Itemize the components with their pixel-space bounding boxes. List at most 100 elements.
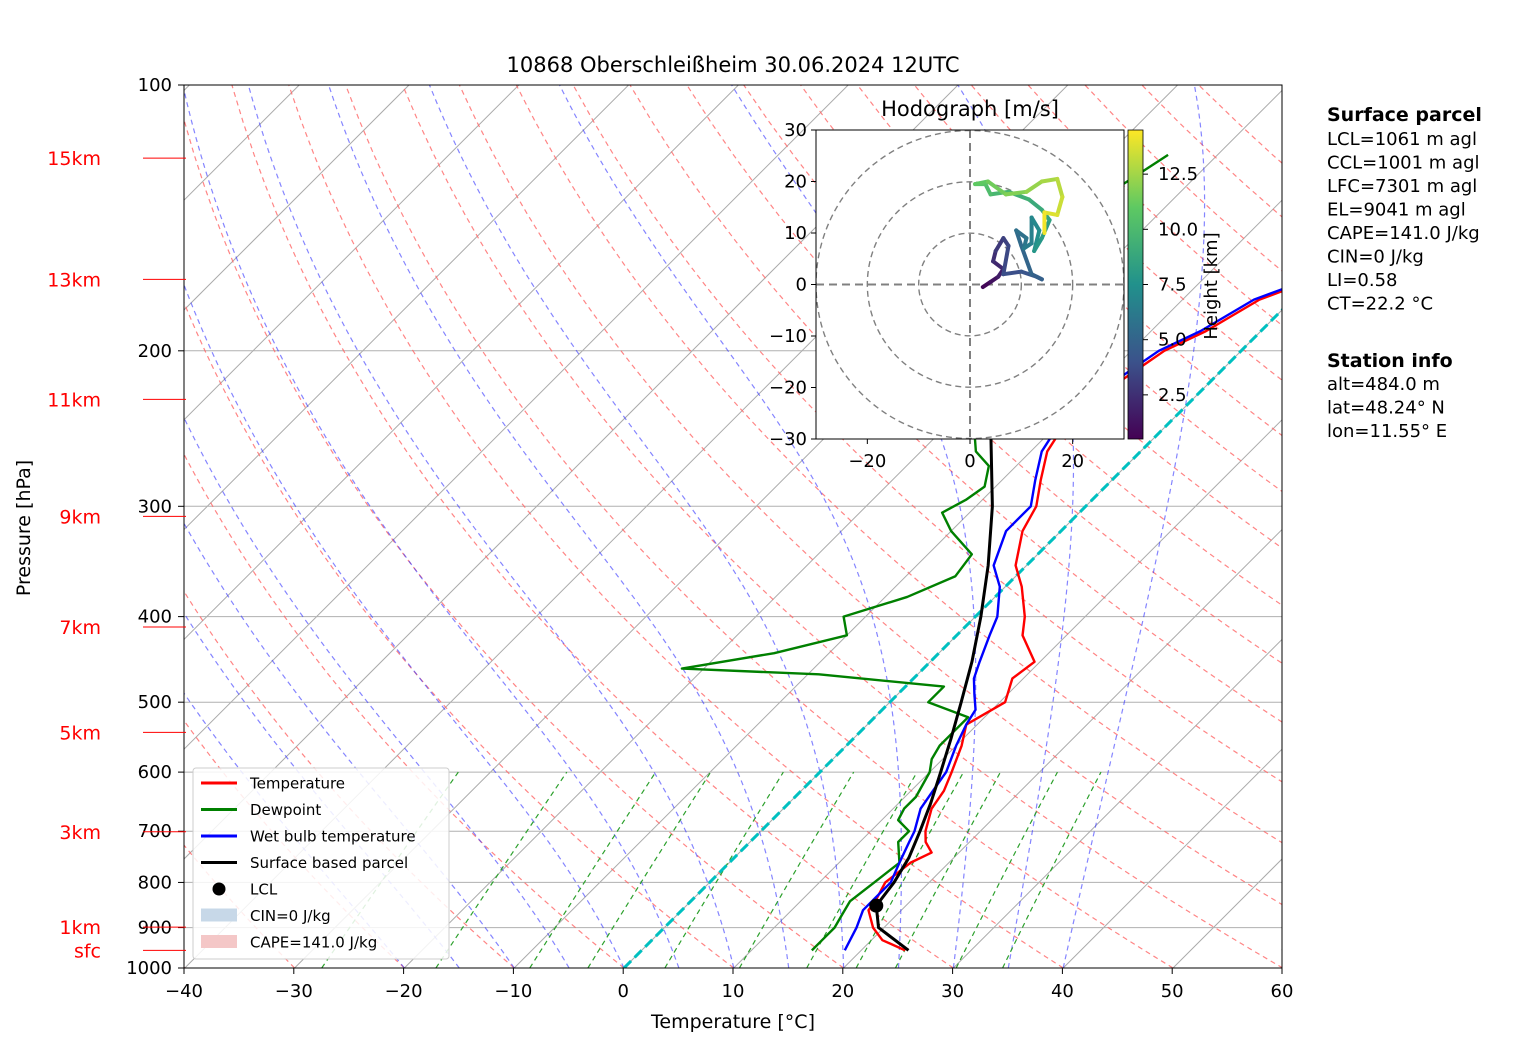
station-info-line: lat=48.24° N [1327, 398, 1445, 419]
lcl-point [869, 898, 884, 913]
isotherm [513, 199, 1282, 968]
x-tick-label: 10 [722, 981, 745, 1002]
parcel-info-line: LFC=7301 m agl [1327, 176, 1477, 197]
legend-label: CIN=0 J/kg [250, 907, 331, 925]
y-tick-label: 200 [138, 341, 172, 362]
info-panel: Surface parcel LCL=1061 m agl CCL=1001 m … [1327, 104, 1482, 442]
x-tick-label: −20 [385, 981, 423, 1002]
mixing-ratio-line [894, 771, 1001, 968]
mixing-ratio-line [587, 771, 712, 968]
hodograph-segment [1055, 194, 1065, 217]
hodograph-axes: −30 −20 −10 0 10 20 30 −20 0 20 [769, 120, 1084, 472]
y-axis-label: Pressure [hPa] [13, 460, 35, 596]
isotherm [184, 85, 520, 421]
legend-swatch [201, 908, 237, 922]
height-label: 11km [47, 389, 101, 411]
freezing-line [622, 307, 1282, 968]
mixing-ratio-line [529, 771, 657, 968]
hodograph-segment [1001, 269, 1024, 277]
height-label: 15km [47, 148, 101, 170]
hodograph-segment [1003, 189, 1029, 197]
hodo-y-tick-label: 30 [784, 120, 807, 141]
isotherm [953, 638, 1282, 968]
moist-adiabat [558, 85, 903, 968]
x-tick-label: 50 [1161, 981, 1184, 1002]
colorbar-ticks: 2.5 5.0 7.5 10.0 12.5 [1143, 164, 1198, 406]
hodo-x-tick-label: 0 [964, 451, 975, 472]
dry-adiabat [184, 117, 844, 968]
height-label: 3km [59, 822, 101, 844]
legend-label: Temperature [249, 775, 345, 793]
dry-adiabat [231, 85, 954, 968]
legend-label: Wet bulb temperature [250, 828, 416, 846]
y-tick-label: 600 [138, 762, 172, 783]
colorbar-tick-label: 2.5 [1158, 385, 1187, 406]
colorbar-tick-label: 5.0 [1158, 330, 1187, 351]
freezing-level-line [622, 307, 1282, 968]
hodo-x-tick-label: 20 [1061, 451, 1084, 472]
moist-adiabat [184, 522, 515, 968]
mixing-ratio-line [664, 771, 784, 968]
moist-adiabat [957, 85, 1075, 968]
hodograph-segment [1014, 228, 1029, 241]
y-tick-label: 500 [138, 692, 172, 713]
moist-adiabat [184, 416, 570, 968]
height-label: 9km [59, 506, 101, 528]
parcel-info-line: CAPE=141.0 J/kg [1327, 223, 1480, 244]
hodo-x-tick-label: −20 [848, 451, 886, 472]
parcel-info-line: LCL=1061 m agl [1327, 129, 1477, 150]
height-label: 1km [59, 917, 101, 939]
moist-adiabat [184, 87, 680, 968]
dry-adiabat [515, 85, 1282, 844]
y-tick-label: 100 [138, 75, 172, 96]
mixing-ratio-line [1002, 771, 1102, 968]
x-axis-label: Temperature [°C] [650, 1011, 815, 1033]
parcel-info-line: LI=0.58 [1327, 270, 1398, 291]
lcl-marker-group [869, 898, 884, 913]
legend: Temperature Dewpoint Wet bulb temperature S… [192, 767, 450, 960]
hodograph-ring [866, 181, 1074, 388]
hodograph-segment [1032, 236, 1044, 254]
chart-title: 10868 Oberschleißheim 30.06.2024 12UTC [507, 53, 960, 77]
height-label: sfc [74, 940, 101, 962]
dry-adiabat [857, 85, 1282, 493]
legend-label: Dewpoint [250, 801, 321, 819]
legend-swatch [212, 882, 226, 896]
isotherm [184, 85, 410, 311]
isotherm [733, 419, 1282, 968]
moist-adiabat-lines [184, 85, 1206, 968]
x-tick-label: 60 [1271, 981, 1294, 1002]
hodo-y-tick-label: −10 [769, 326, 807, 347]
moist-adiabat [247, 85, 735, 968]
hodograph-segment [1024, 179, 1044, 194]
hodograph-segment [1019, 243, 1034, 277]
mixing-ratio-line [855, 771, 965, 968]
y-tick-label: 1000 [126, 958, 172, 979]
hodograph-inset: Hodograph [m/s] −30 −20 −10 0 10 20 30 −20 0 20 2… [769, 97, 1222, 472]
legend-label: Surface based parcel [250, 854, 408, 872]
dry-adiabat [184, 453, 625, 968]
legend-box [192, 767, 450, 960]
y-tick-label: 800 [138, 872, 172, 893]
height-label: 5km [59, 722, 101, 744]
station-info-title: Station info [1327, 350, 1453, 372]
legend-swatch [201, 935, 237, 948]
colorbar-tick-label: 10.0 [1158, 219, 1198, 240]
moist-adiabat [184, 283, 625, 968]
x-tick-label: 30 [941, 981, 964, 1002]
hodograph-segment [991, 259, 1006, 272]
hodograph-segment [1001, 243, 1011, 277]
dry-adiabat [288, 85, 1064, 968]
dry-adiabat [184, 719, 405, 968]
x-tick-label: 40 [1051, 981, 1074, 1002]
y-tick-label: 300 [138, 496, 172, 517]
x-tick-label: −40 [165, 981, 203, 1002]
parcel-info-line: CIN=0 J/kg [1327, 247, 1424, 268]
colorbar-tick-label: 12.5 [1158, 164, 1198, 185]
legend-label: LCL [250, 881, 278, 899]
isotherm [184, 85, 849, 750]
station-info-line: alt=484.0 m [1327, 374, 1440, 395]
hodo-y-tick-label: 20 [784, 172, 807, 193]
